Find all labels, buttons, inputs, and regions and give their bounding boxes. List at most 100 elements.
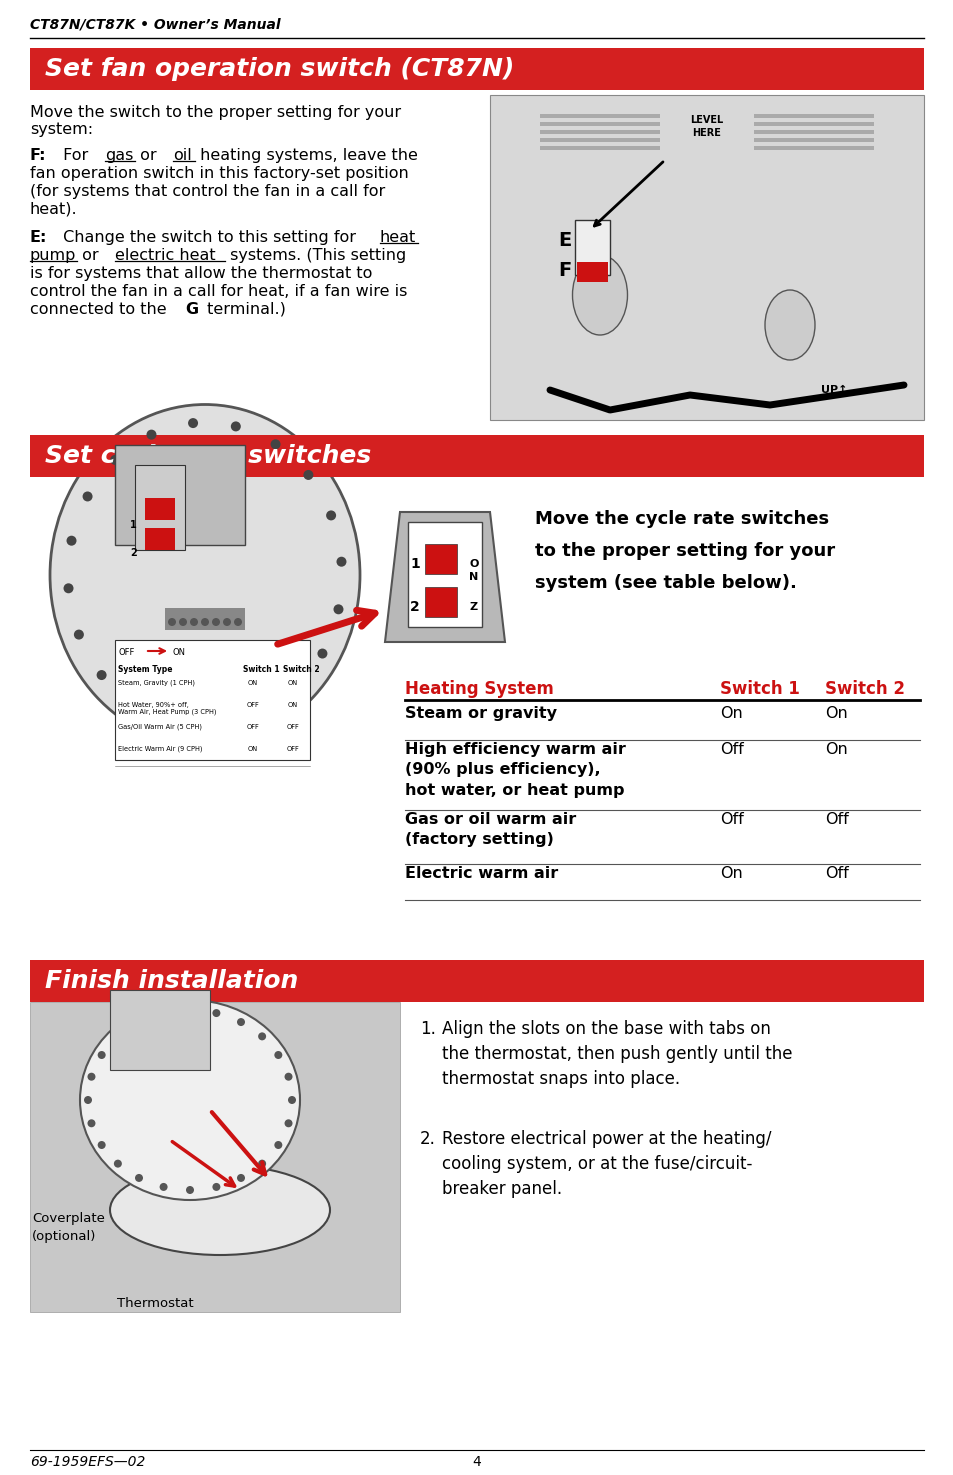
- Text: G: G: [185, 302, 198, 317]
- Circle shape: [135, 1174, 143, 1181]
- Text: Finish installation: Finish installation: [45, 969, 298, 993]
- Circle shape: [317, 649, 327, 658]
- Circle shape: [113, 1159, 122, 1168]
- Circle shape: [290, 684, 299, 695]
- Circle shape: [334, 605, 343, 614]
- Text: Base: Base: [210, 1015, 240, 1028]
- Text: control the fan in a call for heat, if a fan wire is: control the fan in a call for heat, if a…: [30, 285, 407, 299]
- Text: N: N: [469, 572, 478, 583]
- Ellipse shape: [572, 255, 627, 335]
- Text: system (see table below).: system (see table below).: [535, 574, 796, 591]
- Circle shape: [97, 1142, 106, 1149]
- Text: For: For: [58, 148, 93, 164]
- Text: O: O: [469, 559, 478, 569]
- FancyArrowPatch shape: [172, 1142, 234, 1186]
- Circle shape: [212, 618, 220, 625]
- Circle shape: [83, 491, 92, 502]
- Circle shape: [186, 1186, 193, 1193]
- Text: oil: oil: [172, 148, 192, 164]
- Polygon shape: [385, 512, 504, 642]
- Bar: [145, 528, 174, 550]
- Text: On: On: [824, 707, 847, 721]
- Circle shape: [130, 701, 139, 711]
- Text: ON: ON: [172, 648, 186, 656]
- Circle shape: [159, 1183, 168, 1190]
- Bar: [753, 130, 873, 134]
- Circle shape: [64, 583, 73, 593]
- Text: High efficiency warm air
(90% plus efficiency),
hot water, or heat pump: High efficiency warm air (90% plus effic…: [405, 742, 625, 798]
- Text: ON: ON: [288, 680, 297, 686]
- Text: heating systems, leave the: heating systems, leave the: [194, 148, 417, 164]
- Text: Steam or gravity: Steam or gravity: [405, 707, 557, 721]
- Text: OFF: OFF: [119, 648, 135, 656]
- Circle shape: [236, 1174, 245, 1181]
- Text: F: F: [558, 261, 571, 279]
- Circle shape: [188, 417, 198, 428]
- Circle shape: [288, 1096, 295, 1103]
- Text: Move the cycle rate switches: Move the cycle rate switches: [535, 510, 828, 528]
- Text: Switch 2: Switch 2: [824, 680, 904, 698]
- Text: System Type: System Type: [118, 665, 172, 674]
- Circle shape: [179, 618, 187, 625]
- FancyArrowPatch shape: [212, 1112, 265, 1174]
- Bar: [30, 960, 923, 1002]
- Text: On: On: [720, 866, 742, 881]
- Text: 2: 2: [410, 600, 419, 614]
- Text: On: On: [824, 742, 847, 757]
- Circle shape: [284, 1120, 293, 1127]
- Text: Restore electrical power at the heating/
cooling system, or at the fuse/circuit-: Restore electrical power at the heating/…: [441, 1130, 771, 1198]
- Bar: [490, 94, 923, 420]
- Bar: [753, 146, 873, 150]
- Text: to the proper setting for your: to the proper setting for your: [535, 541, 834, 561]
- Bar: [165, 608, 245, 630]
- Circle shape: [212, 721, 222, 732]
- Bar: [30, 435, 923, 476]
- Text: Coverplate: Coverplate: [32, 1212, 105, 1226]
- Circle shape: [258, 1032, 266, 1040]
- Text: ON: ON: [248, 680, 258, 686]
- Text: systems. (This setting: systems. (This setting: [225, 248, 406, 263]
- Circle shape: [201, 618, 209, 625]
- Circle shape: [236, 1018, 245, 1027]
- Circle shape: [271, 440, 280, 450]
- Text: UP↑: UP↑: [820, 385, 846, 395]
- Text: LEVEL: LEVEL: [690, 115, 723, 125]
- Text: Move the switch to the proper setting for your: Move the switch to the proper setting fo…: [30, 105, 400, 119]
- Text: Electric Warm Air (9 CPH): Electric Warm Air (9 CPH): [118, 746, 202, 752]
- Circle shape: [213, 1183, 220, 1190]
- Text: is for systems that allow the thermostat to: is for systems that allow the thermostat…: [30, 266, 372, 282]
- Text: terminal.): terminal.): [202, 302, 286, 317]
- Circle shape: [213, 1009, 220, 1018]
- Circle shape: [88, 1072, 95, 1081]
- Circle shape: [284, 1072, 293, 1081]
- Text: E: E: [558, 230, 571, 249]
- Ellipse shape: [80, 1000, 299, 1201]
- Circle shape: [96, 670, 107, 680]
- Text: 69-1959EFS—02: 69-1959EFS—02: [30, 1454, 145, 1469]
- Text: OFF: OFF: [286, 746, 299, 752]
- Circle shape: [88, 1120, 95, 1127]
- Circle shape: [258, 1159, 266, 1168]
- Bar: [753, 114, 873, 118]
- Text: 4: 4: [472, 1454, 481, 1469]
- Circle shape: [274, 1142, 282, 1149]
- Text: or: or: [135, 148, 162, 164]
- Text: OFF: OFF: [247, 724, 259, 730]
- Text: Switch 1: Switch 1: [243, 665, 279, 674]
- Circle shape: [67, 535, 76, 546]
- Text: Steam, Gravity (1 CPH): Steam, Gravity (1 CPH): [118, 680, 194, 686]
- Text: Change the switch to this setting for: Change the switch to this setting for: [58, 230, 361, 245]
- Text: heat: heat: [379, 230, 416, 245]
- Text: Heating System: Heating System: [405, 680, 554, 698]
- Circle shape: [84, 1096, 91, 1103]
- Circle shape: [231, 422, 240, 431]
- Text: connected to the: connected to the: [30, 302, 172, 317]
- Circle shape: [186, 1006, 193, 1013]
- Ellipse shape: [764, 291, 814, 360]
- Circle shape: [73, 630, 84, 640]
- Circle shape: [303, 471, 314, 479]
- Bar: [575, 220, 609, 274]
- Bar: [424, 587, 456, 617]
- Circle shape: [223, 618, 231, 625]
- Bar: [30, 49, 923, 90]
